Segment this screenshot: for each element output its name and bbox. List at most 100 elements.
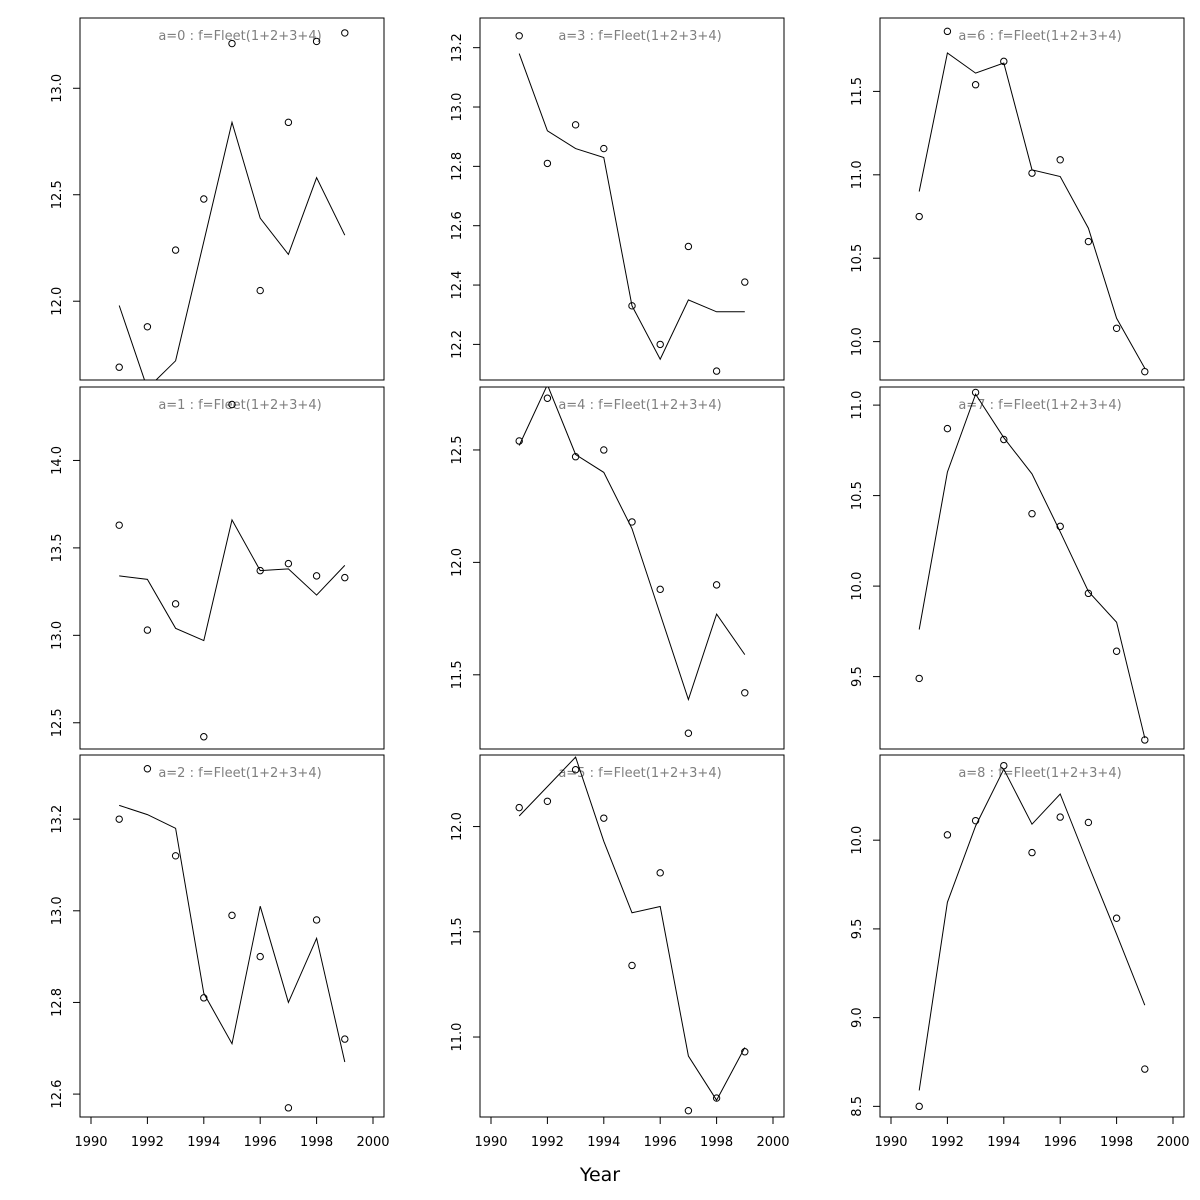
y-tick-label: 11.0 [850, 160, 865, 189]
y-tick-label: 13.2 [50, 805, 65, 834]
y-tick-label: 10.0 [850, 327, 865, 356]
panel-data-3 [515, 32, 749, 375]
observed-point [571, 766, 580, 774]
observed-point [712, 367, 721, 375]
observed-point [915, 674, 923, 683]
fitted-line [918, 52, 1146, 369]
observed-point [515, 32, 523, 40]
observed-point [115, 815, 123, 823]
observed-point [600, 814, 608, 822]
observed-point [341, 573, 349, 582]
observed-point [1028, 510, 1036, 518]
fitted-line [518, 53, 745, 361]
observed-point [543, 797, 552, 806]
observed-point [600, 144, 608, 153]
y-tick-label: 10.5 [850, 481, 865, 510]
y-tick-label: 12.2 [450, 330, 465, 359]
observed-point [600, 446, 608, 454]
observed-point [200, 733, 208, 741]
x-tick-label: 1992 [531, 1135, 564, 1150]
plot-frame [79, 754, 385, 1118]
observed-point [943, 424, 952, 433]
fitted-line [518, 756, 746, 1102]
panel-8: a=8 : f=Fleet(1+2+3+4) 8.5 9.0 9.5 10.0 1990 1… [850, 754, 1190, 1150]
y-tick-label: 12.6 [50, 1080, 65, 1109]
observed-point [571, 121, 580, 129]
plot-frame [79, 386, 385, 750]
x-tick-label: 1990 [474, 1135, 507, 1150]
observed-point [312, 572, 321, 580]
panel-title: a=6 : f=Fleet(1+2+3+4) [958, 29, 1121, 44]
x-tick-label: 1994 [987, 1135, 1020, 1150]
y-tick-label: 12.5 [450, 435, 465, 464]
x-tick-label: 1996 [244, 1135, 277, 1150]
panel-title: a=8 : f=Fleet(1+2+3+4) [958, 766, 1121, 781]
observed-point [628, 302, 636, 310]
panel-title: a=2 : f=Fleet(1+2+3+4) [158, 766, 321, 781]
panel-1: a=1 : f=Fleet(1+2+3+4) 12.5 13.0 13.5 14.0 [50, 386, 385, 750]
x-tick-label: 1990 [74, 1135, 107, 1150]
panel-data-0 [115, 29, 349, 380]
observed-point [1028, 848, 1036, 857]
panel-title: a=4 : f=Fleet(1+2+3+4) [558, 398, 721, 413]
observed-point [1000, 57, 1008, 66]
observed-point [1141, 736, 1149, 744]
observed-point [543, 394, 552, 402]
fitted-line [518, 387, 746, 702]
x-tick-label: 2000 [1156, 1135, 1189, 1150]
observed-point [943, 27, 952, 36]
panel-data-4 [515, 387, 749, 737]
x-tick-label: 1996 [1044, 1135, 1077, 1150]
y-tick-label: 11.0 [850, 391, 865, 420]
panel-6: a=6 : f=Fleet(1+2+3+4) 10.0 10.5 11.0 11.5 [850, 17, 1185, 381]
observed-point [312, 37, 321, 46]
observed-point [171, 852, 180, 860]
plot-frame [479, 386, 785, 750]
x-tick-label: 1990 [874, 1135, 907, 1150]
observed-point [684, 729, 693, 737]
observed-point [284, 118, 293, 127]
panel-data-2 [115, 765, 349, 1112]
observed-point [656, 585, 664, 594]
observed-point [341, 29, 349, 37]
panel-3: a=3 : f=Fleet(1+2+3+4) 12.2 12.4 12.6 12.8 13… [450, 17, 785, 381]
panel-4: a=4 : f=Fleet(1+2+3+4) 11.5 12.0 12.5 [450, 386, 785, 750]
observed-point [171, 600, 180, 608]
x-tick-label: 1994 [187, 1135, 220, 1150]
observed-point [628, 961, 636, 970]
plot-frame [79, 17, 385, 381]
x-tick-label: 1998 [300, 1135, 333, 1150]
y-tick-label: 13.2 [450, 33, 465, 62]
panel-5: a=5 : f=Fleet(1+2+3+4) 11.0 11.5 12.0 1990 19… [450, 754, 790, 1150]
fitted-line [918, 768, 1146, 1091]
observed-point [1141, 367, 1149, 376]
observed-point [1000, 435, 1008, 444]
panel-title: a=7 : f=Fleet(1+2+3+4) [958, 398, 1121, 413]
observed-point [1084, 589, 1093, 598]
observed-point [915, 1102, 923, 1111]
y-tick-label: 11.5 [850, 77, 865, 106]
x-tick-label: 1998 [1100, 1135, 1133, 1150]
plot-frame [879, 386, 1185, 750]
x-tick-label: 1992 [931, 1135, 964, 1150]
y-tick-label: 9.5 [850, 919, 865, 940]
panel-title: a=3 : f=Fleet(1+2+3+4) [558, 29, 721, 44]
panel-title: a=5 : f=Fleet(1+2+3+4) [558, 766, 721, 781]
y-tick-label: 12.5 [50, 708, 65, 737]
observed-point [143, 626, 152, 634]
y-tick-label: 11.5 [450, 660, 465, 689]
observed-point [143, 765, 152, 773]
fitted-line [118, 120, 346, 380]
observed-point [571, 453, 580, 461]
x-tick-label: 1992 [131, 1135, 164, 1150]
y-tick-label: 12.6 [450, 211, 465, 240]
plot-frame [879, 17, 1185, 381]
observed-point [143, 323, 152, 331]
x-tick-label: 2000 [756, 1135, 789, 1150]
observed-point [1112, 914, 1121, 922]
observed-point [284, 1104, 293, 1112]
y-tick-label: 13.0 [50, 621, 65, 650]
y-tick-label: 9.0 [850, 1007, 865, 1028]
y-tick-label: 10.5 [850, 244, 865, 273]
